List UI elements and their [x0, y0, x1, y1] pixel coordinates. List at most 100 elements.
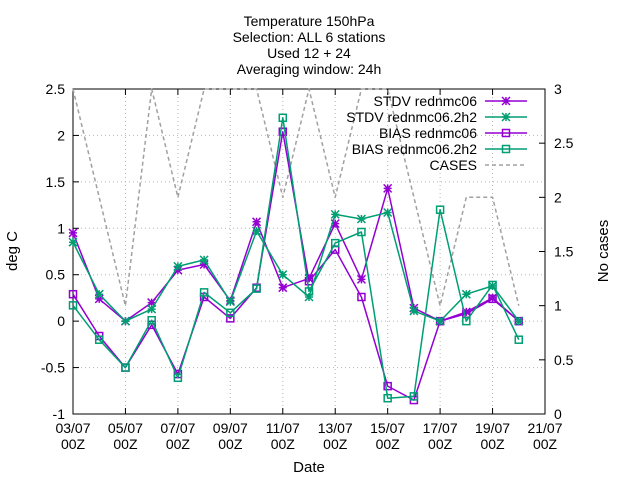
x-tick-date: 11/07: [266, 420, 300, 436]
y-tick-label: 2.5: [46, 81, 66, 97]
x-tick-hour: 00Z: [533, 436, 558, 452]
x-tick-hour: 00Z: [61, 436, 86, 452]
data-point: [357, 292, 366, 302]
data-point: [488, 293, 498, 303]
data-point: [304, 276, 314, 286]
x-tick-hour: 00Z: [480, 436, 505, 452]
data-point: [121, 363, 130, 372]
data-point: [226, 308, 235, 318]
x-axis: 03/0700Z05/0700Z07/0700Z09/0700Z11/0700Z…: [55, 89, 563, 452]
title-line: Selection: ALL 6 stations: [233, 29, 386, 45]
x-tick-hour: 00Z: [323, 436, 348, 452]
data-point: [94, 294, 104, 304]
data-point: [94, 335, 104, 344]
data-point: [225, 297, 235, 307]
data-point: [278, 127, 288, 136]
data-point: [435, 316, 445, 326]
title-line: Used 12 + 24: [267, 45, 351, 61]
data-point: [68, 289, 78, 299]
series-line: [72, 88, 520, 307]
y-axis: -1 -0.5 0 0.5 1 1.5 2 2.5: [41, 81, 79, 422]
legend-label: BIAS rednmc06.2h2: [352, 141, 478, 157]
x-tick-hour: 00Z: [113, 436, 138, 452]
x-tick-hour: 00Z: [166, 436, 191, 452]
series: [68, 88, 524, 405]
data-point: [488, 294, 497, 304]
data-point: [147, 298, 157, 308]
x-tick-date: 19/07: [475, 420, 510, 436]
data-point: [199, 255, 209, 265]
data-point: [68, 237, 78, 247]
y-tick-label: 1: [57, 220, 65, 236]
y-tick-label: 1.5: [46, 174, 66, 190]
data-point: [278, 270, 288, 280]
y2-tick-label: 0.5: [554, 352, 574, 368]
data-point: [514, 335, 524, 344]
title-line: Temperature 150hPa: [244, 13, 375, 29]
data-point: [252, 217, 262, 227]
data-point: [357, 227, 366, 237]
x-tick-date: 07/07: [160, 420, 195, 436]
data-point: [435, 205, 445, 214]
x-tick-date: 21/07: [527, 420, 562, 436]
series-4: [72, 88, 520, 307]
data-point: [383, 183, 393, 193]
y-tick-label: -1: [53, 406, 66, 422]
data-point: [173, 373, 183, 383]
legend-label: STDV rednmc06.2h2: [346, 109, 477, 125]
data-point: [252, 284, 261, 293]
y2-tick-label: 2.5: [554, 135, 574, 151]
y-tick-label: 0: [57, 313, 65, 329]
data-point: [462, 316, 471, 326]
legend-marker: [501, 144, 511, 154]
data-point: [278, 113, 288, 123]
data-point: [383, 393, 392, 403]
data-point: [409, 306, 419, 316]
y-tick-label: 2: [57, 127, 65, 143]
y-axis-label: deg C: [4, 231, 21, 271]
data-point: [226, 314, 235, 323]
legend-marker: [501, 112, 511, 122]
data-point: [304, 287, 314, 296]
data-point: [356, 214, 366, 224]
x-tick-date: 13/07: [318, 420, 353, 436]
data-point: [94, 289, 104, 299]
x-tick-hour: 00Z: [428, 436, 453, 452]
legend-label: CASES: [430, 157, 477, 173]
y2-tick-label: 0: [554, 406, 562, 422]
x-tick-date: 05/07: [108, 420, 143, 436]
data-point: [356, 274, 366, 284]
y2-tick-label: 1: [554, 298, 562, 314]
data-point: [304, 292, 314, 302]
data-point: [68, 228, 78, 238]
series-line: [72, 211, 520, 322]
data-point: [120, 316, 130, 326]
data-point: [461, 289, 471, 299]
y-tick-label: -0.5: [41, 360, 65, 376]
data-point: [173, 261, 183, 271]
legend-label: STDV rednmc06: [374, 93, 478, 109]
data-point: [383, 207, 393, 218]
data-point: [147, 315, 156, 325]
data-point: [383, 381, 392, 391]
y2-axis-label: No cases: [595, 220, 612, 283]
x-tick-hour: 00Z: [271, 436, 296, 452]
y2-tick-label: 3: [554, 81, 562, 97]
x-tick-date: 15/07: [370, 420, 405, 436]
data-point: [252, 226, 262, 236]
legend-marker: [501, 128, 511, 138]
data-point: [199, 259, 209, 270]
x-tick-hour: 00Z: [218, 436, 243, 452]
y2-axis: 0 0.5 1 1.5 2 2.5 3: [539, 81, 574, 422]
data-point: [68, 301, 78, 310]
data-point: [199, 288, 209, 297]
data-point: [514, 316, 524, 326]
x-tick-date: 17/07: [423, 420, 458, 436]
data-point: [330, 209, 340, 219]
data-point: [147, 304, 157, 314]
x-tick-date: 09/07: [213, 420, 248, 436]
data-point: [330, 219, 340, 229]
